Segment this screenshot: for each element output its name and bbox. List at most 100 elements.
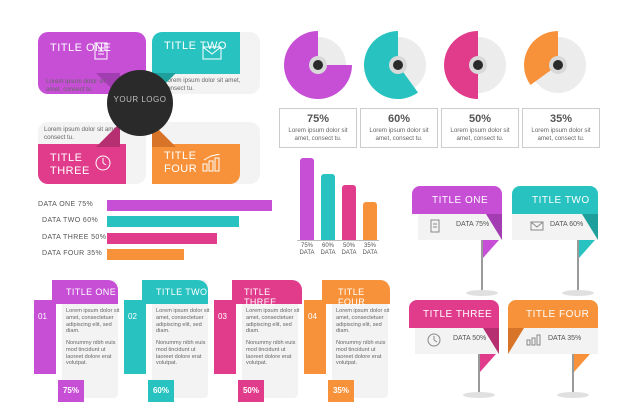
bottom-card-side-one bbox=[34, 300, 56, 374]
tag-data-four: DATA 35% bbox=[548, 335, 582, 342]
pinwheel-title-one: TITLE ONE bbox=[50, 42, 112, 54]
bar-chart-icon bbox=[526, 334, 542, 348]
pinwheel-title-four: TITLE FOUR bbox=[164, 150, 198, 175]
bar-chart-icon bbox=[202, 153, 224, 177]
pie-slice-three bbox=[444, 31, 478, 99]
clock-icon bbox=[427, 333, 441, 349]
envelope-icon bbox=[530, 221, 544, 233]
bottom-card-num-one: 01 bbox=[38, 312, 47, 321]
pie-text-three: Lorem ipsum dolor sit amet, consect tu. bbox=[450, 127, 510, 142]
tag-head-two: TITLE TWO bbox=[512, 186, 598, 214]
tag-fold-three bbox=[483, 328, 499, 354]
tag-flag-three bbox=[480, 354, 496, 372]
hbar-label-one: DATA ONE 75% bbox=[38, 201, 94, 208]
tag-pole-three bbox=[478, 354, 480, 394]
vbar-three bbox=[342, 185, 356, 240]
vbar-sub-three: DATA bbox=[341, 250, 357, 256]
tag-shadow-two bbox=[562, 290, 594, 296]
tag-title-two: TITLE TWO bbox=[532, 195, 590, 206]
tag-title-one: TITLE ONE bbox=[432, 195, 489, 206]
pie-value-three: 50% bbox=[468, 113, 492, 125]
pinwheel-title-two: TITLE TWO bbox=[164, 40, 227, 52]
pinwheel-text-three: Lorem ipsum dolor sit amet, consect tu. bbox=[44, 126, 121, 141]
pinwheel-text-two: Lorem ipsum dolor sit amet, consect tu. bbox=[164, 77, 241, 92]
tag-pole-one bbox=[481, 240, 483, 292]
pie-label-four: 35% Lorem ipsum dolor sit amet, consect … bbox=[522, 108, 600, 148]
tag-pole-two bbox=[577, 240, 579, 292]
hbar-label-three: DATA THREE 50% bbox=[42, 234, 107, 241]
tag-title-four: TITLE FOUR bbox=[526, 309, 590, 320]
hbar-four bbox=[107, 249, 184, 260]
tag-body-four: DATA 35% bbox=[508, 328, 598, 354]
bottom-card-num-two: 02 bbox=[128, 312, 137, 321]
tag-head-three: TITLE THREE bbox=[409, 300, 499, 328]
tag-shadow-four bbox=[557, 392, 589, 398]
bottom-card-side-four bbox=[304, 300, 326, 374]
tag-data-two: DATA 60% bbox=[550, 221, 584, 228]
tag-head-four: TITLE FOUR bbox=[508, 300, 598, 328]
pinwheel-card-four: TITLE FOUR bbox=[152, 122, 260, 184]
tag-title-three: TITLE THREE bbox=[423, 309, 493, 320]
bottom-card-title-one: TITLE ONE bbox=[66, 287, 117, 297]
vbar-two bbox=[321, 174, 335, 240]
bottom-card-text2-three: Nonummy nibh euis mod tincidunt ut laore… bbox=[246, 340, 296, 367]
tag-fold-two bbox=[582, 214, 598, 240]
pinwheel-text-one: Lorem ipsum dolor sit amet, consect tu. bbox=[46, 78, 106, 93]
tag-body-two: DATA 60% bbox=[512, 214, 598, 240]
vbar-label-four: 35% DATA bbox=[361, 243, 379, 257]
vbar-sub-four: DATA bbox=[362, 250, 378, 256]
logo-circle bbox=[107, 70, 173, 136]
tag-shadow-three bbox=[463, 392, 495, 398]
bottom-card-text1-three: Lorem ipsum dolor sit amet, consectetuer… bbox=[246, 308, 300, 335]
tag-body-one: DATA 75% bbox=[418, 214, 502, 240]
pinwheel-card-one: TITLE ONE bbox=[38, 32, 146, 94]
bottom-card-head-one: TITLE ONE bbox=[52, 280, 118, 304]
pie-text-one: Lorem ipsum dolor sit amet, consect tu. bbox=[288, 127, 348, 142]
pie-four bbox=[524, 31, 586, 93]
pie-label-one: 75% Lorem ipsum dolor sit amet, consect … bbox=[279, 108, 357, 148]
clock-icon bbox=[94, 154, 112, 177]
envelope-icon bbox=[202, 46, 222, 65]
tag-data-three: DATA 50% bbox=[453, 335, 487, 342]
tag-fold-one bbox=[486, 214, 502, 240]
bottom-card-pct-three: 50% bbox=[238, 380, 264, 402]
bottom-card-title-four: TITLE FOUR bbox=[338, 287, 366, 307]
pie-value-two: 60% bbox=[387, 113, 411, 125]
vbar-label-one: 75% DATA bbox=[298, 243, 316, 257]
vbar-pct-four: 35% bbox=[363, 243, 376, 249]
hbar-label-four: DATA FOUR 35% bbox=[42, 250, 103, 257]
pie-three bbox=[444, 31, 506, 99]
bottom-card-head-four: TITLE FOUR bbox=[322, 280, 390, 307]
vbar-sub-two: DATA bbox=[320, 250, 336, 256]
logo-text: YOUR LOGO bbox=[113, 95, 167, 104]
bottom-card-side-two bbox=[124, 300, 146, 374]
bottom-card-title-three: TITLE THREE bbox=[244, 287, 277, 307]
pie-two bbox=[364, 31, 426, 100]
document-icon bbox=[430, 219, 440, 235]
tag-body-three: DATA 50% bbox=[415, 328, 499, 354]
vbar-four bbox=[363, 201, 377, 240]
pie-value-one: 75% bbox=[306, 113, 330, 125]
bottom-card-pct-two: 60% bbox=[148, 380, 174, 402]
hbar-one bbox=[107, 200, 272, 211]
bottom-card-head-two: TITLE TWO bbox=[142, 280, 208, 304]
bottom-card-title-two: TITLE TWO bbox=[156, 287, 208, 297]
pie-text-two: Lorem ipsum dolor sit amet, consect tu. bbox=[369, 127, 429, 142]
tag-flag-two bbox=[579, 240, 595, 258]
tag-flag-four bbox=[574, 354, 590, 372]
tag-flag-one bbox=[483, 240, 499, 258]
bottom-card-text1-four: Lorem ipsum dolor sit amet, consectetuer… bbox=[336, 308, 390, 335]
bottom-card-num-three: 03 bbox=[218, 312, 227, 321]
vbar-baseline bbox=[297, 240, 379, 241]
pie-one bbox=[284, 31, 352, 99]
tag-shadow-one bbox=[466, 290, 498, 296]
bottom-card-text2-one: Nonummy nibh euis mod tincidunt ut laore… bbox=[66, 340, 116, 367]
bottom-card-text1-one: Lorem ipsum dolor sit amet, consectetuer… bbox=[66, 308, 120, 335]
hbar-three bbox=[107, 233, 217, 244]
tag-pole-four bbox=[572, 354, 574, 394]
vbar-label-three: 50% DATA bbox=[340, 243, 358, 257]
hbar-label-two: DATA TWO 60% bbox=[42, 217, 99, 224]
vbar-pct-three: 50% bbox=[342, 243, 355, 249]
tag-fold-four bbox=[508, 328, 524, 354]
pie-label-two: 60% Lorem ipsum dolor sit amet, consect … bbox=[360, 108, 438, 148]
